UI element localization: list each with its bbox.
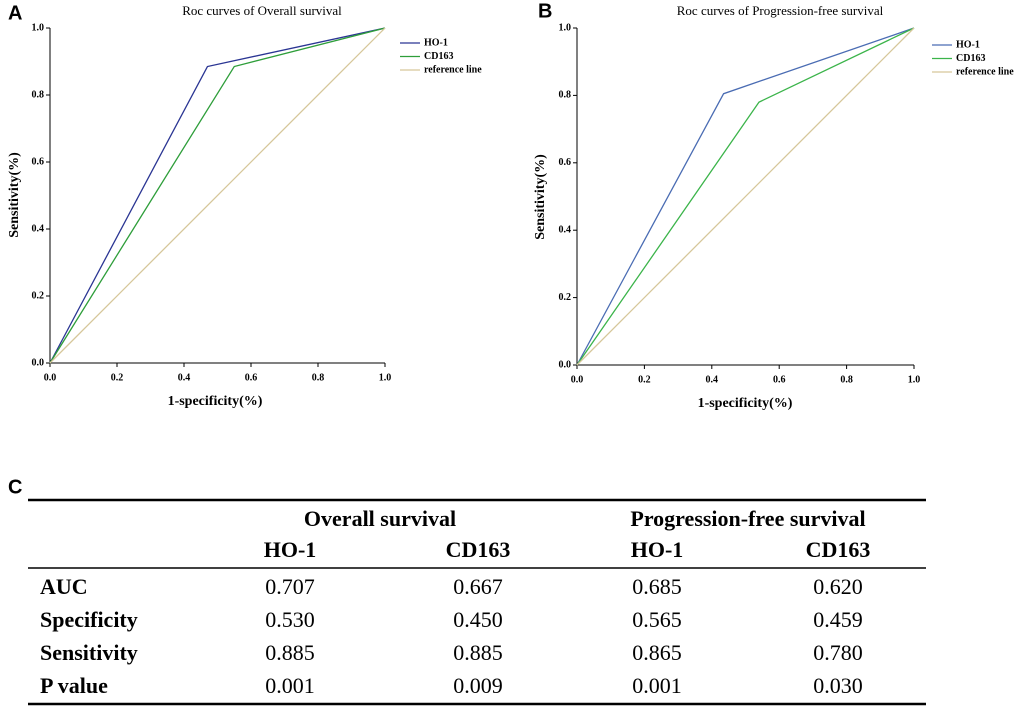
y-tick-label: 0.4 — [32, 223, 45, 234]
x-tick-label: 0.8 — [840, 374, 853, 385]
column-header: CD163 — [806, 537, 871, 562]
x-axis-label: 1-specificity(%) — [698, 396, 793, 411]
roc-line — [576, 27, 915, 366]
y-tick-label: 0.0 — [32, 357, 45, 368]
y-tick-label: 0.4 — [559, 224, 572, 235]
panel-label: B — [538, 0, 552, 22]
roc-line — [576, 27, 915, 366]
roc-line — [576, 27, 915, 366]
table-cell: 0.001 — [265, 673, 315, 698]
row-header: AUC — [40, 574, 88, 599]
y-tick-label: 1.0 — [559, 22, 572, 33]
y-tick-label: 0.8 — [559, 90, 572, 101]
panel-label: A — [8, 2, 22, 24]
x-tick-label: 0.0 — [571, 374, 584, 385]
y-tick-label: 0.2 — [559, 292, 572, 303]
legend-label: HO-1 — [424, 37, 448, 48]
y-tick-label: 0.6 — [32, 156, 45, 167]
legend-label: reference line — [424, 64, 482, 75]
table-cell: 0.450 — [453, 607, 503, 632]
row-header: Specificity — [40, 607, 138, 632]
table-cell: 0.885 — [453, 640, 503, 665]
roc-line — [49, 27, 386, 364]
panel-label: C — [8, 476, 22, 498]
table-cell: 0.001 — [632, 673, 682, 698]
x-tick-label: 0.8 — [312, 372, 325, 383]
group-header: Progression-free survival — [630, 506, 865, 531]
legend-label: CD163 — [424, 51, 453, 62]
chart-title: Roc curves of Overall survival — [182, 3, 342, 18]
x-tick-label: 1.0 — [379, 372, 392, 383]
legend-label: HO-1 — [956, 39, 980, 50]
table-cell: 0.667 — [453, 574, 503, 599]
table-cell: 0.459 — [813, 607, 863, 632]
y-tick-label: 0.0 — [559, 359, 572, 370]
table-cell: 0.030 — [813, 673, 863, 698]
table-cell: 0.780 — [813, 640, 863, 665]
x-tick-label: 0.6 — [245, 372, 258, 383]
y-tick-label: 0.8 — [32, 89, 45, 100]
column-header: HO-1 — [631, 537, 684, 562]
x-axis-label: 1-specificity(%) — [168, 394, 263, 409]
table-cell: 0.565 — [632, 607, 682, 632]
row-header: Sensitivity — [40, 640, 138, 665]
table-cell: 0.685 — [632, 574, 682, 599]
chart-title: Roc curves of Progression-free survival — [677, 3, 884, 18]
column-header: HO-1 — [264, 537, 317, 562]
roc-line — [49, 27, 386, 364]
roc-line — [49, 27, 386, 364]
table-cell: 0.865 — [632, 640, 682, 665]
x-tick-label: 0.2 — [638, 374, 651, 385]
x-tick-label: 0.4 — [178, 372, 191, 383]
x-tick-label: 0.6 — [773, 374, 786, 385]
x-tick-label: 0.0 — [44, 372, 57, 383]
table-cell: 0.009 — [453, 673, 503, 698]
legend-label: reference line — [956, 66, 1014, 77]
x-tick-label: 0.2 — [111, 372, 124, 383]
table-cell: 0.707 — [265, 574, 315, 599]
y-tick-label: 0.2 — [32, 290, 45, 301]
legend-label: CD163 — [956, 53, 985, 64]
x-tick-label: 0.4 — [706, 374, 719, 385]
group-header: Overall survival — [304, 506, 456, 531]
y-tick-label: 1.0 — [32, 22, 45, 33]
row-header: P value — [40, 673, 108, 698]
y-tick-label: 0.6 — [559, 157, 572, 168]
y-axis-label: Sensitivity(%) — [533, 154, 548, 240]
table-cell: 0.885 — [265, 640, 315, 665]
x-tick-label: 1.0 — [908, 374, 921, 385]
column-header: CD163 — [446, 537, 511, 562]
table-cell: 0.620 — [813, 574, 863, 599]
y-axis-label: Sensitivity(%) — [7, 152, 22, 238]
table-cell: 0.530 — [265, 607, 315, 632]
